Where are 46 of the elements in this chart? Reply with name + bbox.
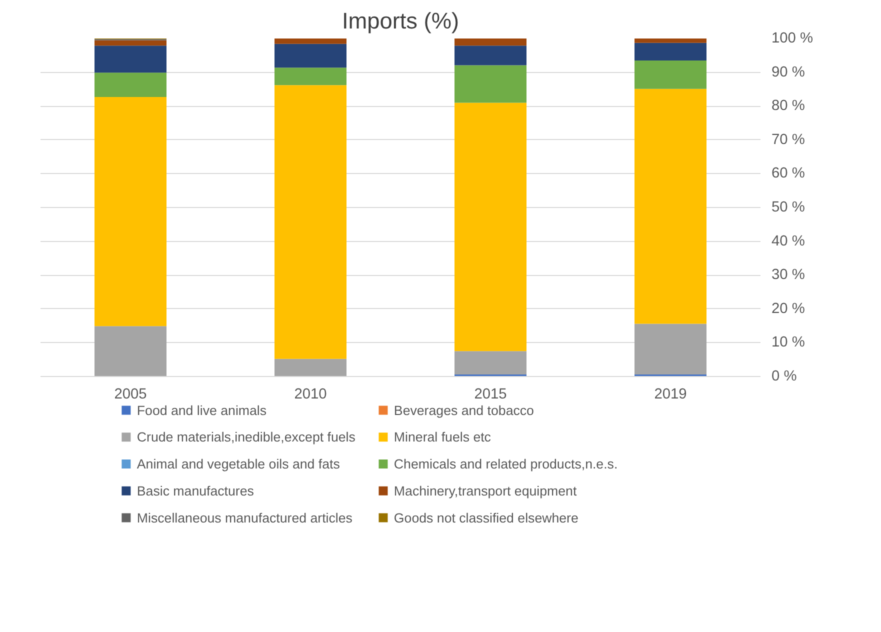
bar	[454, 102, 526, 352]
y-tick-label: 80 %	[772, 98, 805, 114]
legend-label: Goods not classified elsewhere	[394, 510, 578, 526]
y-tick-label: 60 %	[772, 166, 805, 182]
y-tick-label: 50 %	[772, 200, 805, 216]
y-tick-label: 30 %	[772, 267, 805, 284]
bar	[634, 88, 706, 324]
legend-label: Basic manufactures	[136, 483, 254, 498]
legend-label: Crude materials,inedible,except fuels	[136, 430, 356, 445]
legend-label: Mineral fuels etc	[394, 430, 492, 445]
legend-label: Chemicals and related products,n.e.s.	[394, 456, 618, 472]
legend-label: Miscellaneous manufactured articles	[136, 510, 353, 526]
bar	[274, 358, 346, 376]
legend-label: Animal and vegetable oils and fats	[136, 456, 340, 472]
bar	[454, 65, 526, 103]
bar	[634, 38, 706, 43]
bar	[94, 326, 166, 376]
legend-label: Beverages and tobacco	[394, 402, 534, 418]
y-tick-label: 0 %	[772, 368, 797, 384]
bar	[94, 46, 166, 73]
bar	[274, 68, 346, 86]
x-tick-label: 2015	[474, 386, 507, 402]
chart-title: Imports (%)	[342, 8, 460, 34]
legend-label: Food and live animals	[136, 402, 267, 418]
bar	[634, 60, 706, 89]
y-tick-label: 20 %	[772, 300, 805, 317]
y-tick-label: 90 %	[772, 64, 805, 80]
y-tick-label: 100 %	[772, 30, 814, 46]
x-tick-label: 2010	[294, 386, 327, 402]
legend-label: Machinery,transport equipment	[394, 483, 577, 498]
bar	[634, 324, 706, 374]
bar	[94, 72, 166, 97]
bar	[454, 38, 526, 46]
bar	[274, 38, 346, 44]
bar	[454, 46, 526, 66]
bar	[94, 40, 166, 46]
y-tick-label: 10 %	[772, 334, 805, 351]
y-tick-label: 70 %	[772, 132, 805, 148]
x-tick-label: 2019	[654, 386, 687, 402]
bar	[274, 85, 346, 359]
y-tick-label: 40 %	[772, 233, 805, 250]
bar	[454, 351, 526, 374]
bar	[274, 44, 346, 68]
x-tick-label: 2005	[114, 386, 147, 402]
bar	[634, 42, 706, 60]
bar	[94, 96, 166, 326]
